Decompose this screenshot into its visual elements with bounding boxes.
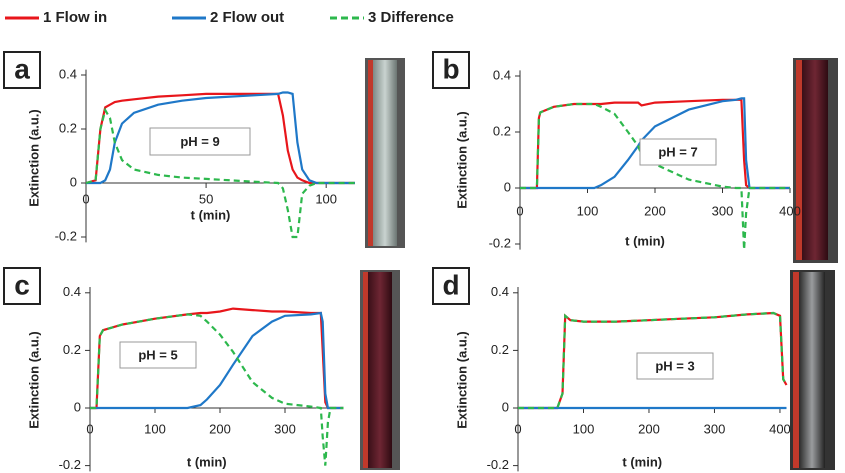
annotation-box xyxy=(636,352,714,380)
panel-label-box xyxy=(432,267,470,305)
series-line xyxy=(85,107,355,239)
panel-label-box xyxy=(3,51,41,89)
y-tick-label: 0.4 xyxy=(493,67,511,82)
x-tick-label: 0 xyxy=(516,203,523,218)
y-tick-label: 0 xyxy=(74,399,81,414)
annotation: pH = 7 xyxy=(658,144,697,159)
y-axis-label: Extinction (a.u.) xyxy=(454,111,469,209)
x-tick-label: 100 xyxy=(577,203,599,218)
x-tick-label: 50 xyxy=(199,191,213,206)
x-axis-label: t (min) xyxy=(191,207,231,222)
x-tick-label: 300 xyxy=(712,203,734,218)
y-axis-label: Extinction (a.u.) xyxy=(454,331,469,429)
x-axis-label: t (min) xyxy=(622,454,662,469)
y-axis-label: Extinction (a.u.) xyxy=(26,109,41,207)
x-tick-label: 200 xyxy=(638,421,660,436)
y-tick-label: -0.2 xyxy=(489,235,511,250)
legend-label: 3 Difference xyxy=(368,9,454,26)
panel-label-box xyxy=(3,267,41,305)
x-tick-label: 200 xyxy=(644,203,666,218)
annotation: pH = 3 xyxy=(655,358,694,373)
panel: c Extinction (a.u.) t (min) -0.2 0 0.2 0.4 0 100… xyxy=(3,267,344,472)
x-tick-label: 0 xyxy=(86,421,93,436)
legend-label: 1 Flow in xyxy=(43,9,107,26)
panel-label: a xyxy=(14,53,30,84)
photo xyxy=(360,58,838,470)
annotation: pH = 5 xyxy=(138,347,177,362)
x-tick-label: 400 xyxy=(769,421,791,436)
x-tick-label: 200 xyxy=(209,421,231,436)
y-tick-label: 0.4 xyxy=(63,284,81,299)
panel-label: b xyxy=(442,53,459,84)
panel: d Extinction (a.u.) t (min) -0.2 0 0.2 0.4 0 100… xyxy=(432,267,791,472)
x-tick-label: 300 xyxy=(274,421,296,436)
x-axis-label: t (min) xyxy=(187,454,227,469)
panel: b Extinction (a.u.) t (min) -0.2 0 0.2 0.4 0 100… xyxy=(432,51,801,250)
series-line xyxy=(90,311,344,410)
legend-label: 2 Flow out xyxy=(210,9,284,26)
series-line xyxy=(85,92,355,185)
y-tick-label: 0.2 xyxy=(63,342,81,357)
y-tick-label: 0.4 xyxy=(491,284,509,299)
series-line xyxy=(520,102,790,250)
panel-label: d xyxy=(442,269,459,300)
y-tick-label: -0.2 xyxy=(487,457,509,472)
x-tick-label: 0 xyxy=(514,421,521,436)
y-tick-label: 0.4 xyxy=(59,66,77,81)
x-tick-label: 100 xyxy=(573,421,595,436)
series-line xyxy=(518,311,788,410)
y-axis-label: Extinction (a.u.) xyxy=(26,331,41,429)
y-tick-label: 0 xyxy=(504,179,511,194)
x-tick-label: 0 xyxy=(82,191,89,206)
annotation: pH = 9 xyxy=(180,134,219,149)
annotation-box xyxy=(119,341,197,369)
y-tick-label: 0 xyxy=(70,174,77,189)
x-tick-label: 100 xyxy=(315,191,337,206)
series-line xyxy=(86,91,355,185)
y-tick-label: 0 xyxy=(502,399,509,414)
y-tick-label: -0.2 xyxy=(59,457,81,472)
annotation-box xyxy=(149,127,251,156)
y-tick-label: 0.2 xyxy=(59,120,77,135)
series-line xyxy=(90,313,344,466)
panel-label-box xyxy=(432,51,470,89)
x-tick-label: 100 xyxy=(144,421,166,436)
y-tick-label: 0.2 xyxy=(491,342,509,357)
panel-label: c xyxy=(14,269,30,300)
annotation-box xyxy=(639,138,717,166)
y-tick-label: 0.2 xyxy=(493,123,511,138)
x-tick-label: 400 xyxy=(779,203,801,218)
x-axis-label: t (min) xyxy=(625,233,665,248)
panel: a Extinction (a.u.) t (min) -0.2 0 0.2 0.4 0 50 1… xyxy=(3,51,355,243)
y-tick-label: -0.2 xyxy=(55,228,77,243)
x-tick-label: 300 xyxy=(704,421,726,436)
